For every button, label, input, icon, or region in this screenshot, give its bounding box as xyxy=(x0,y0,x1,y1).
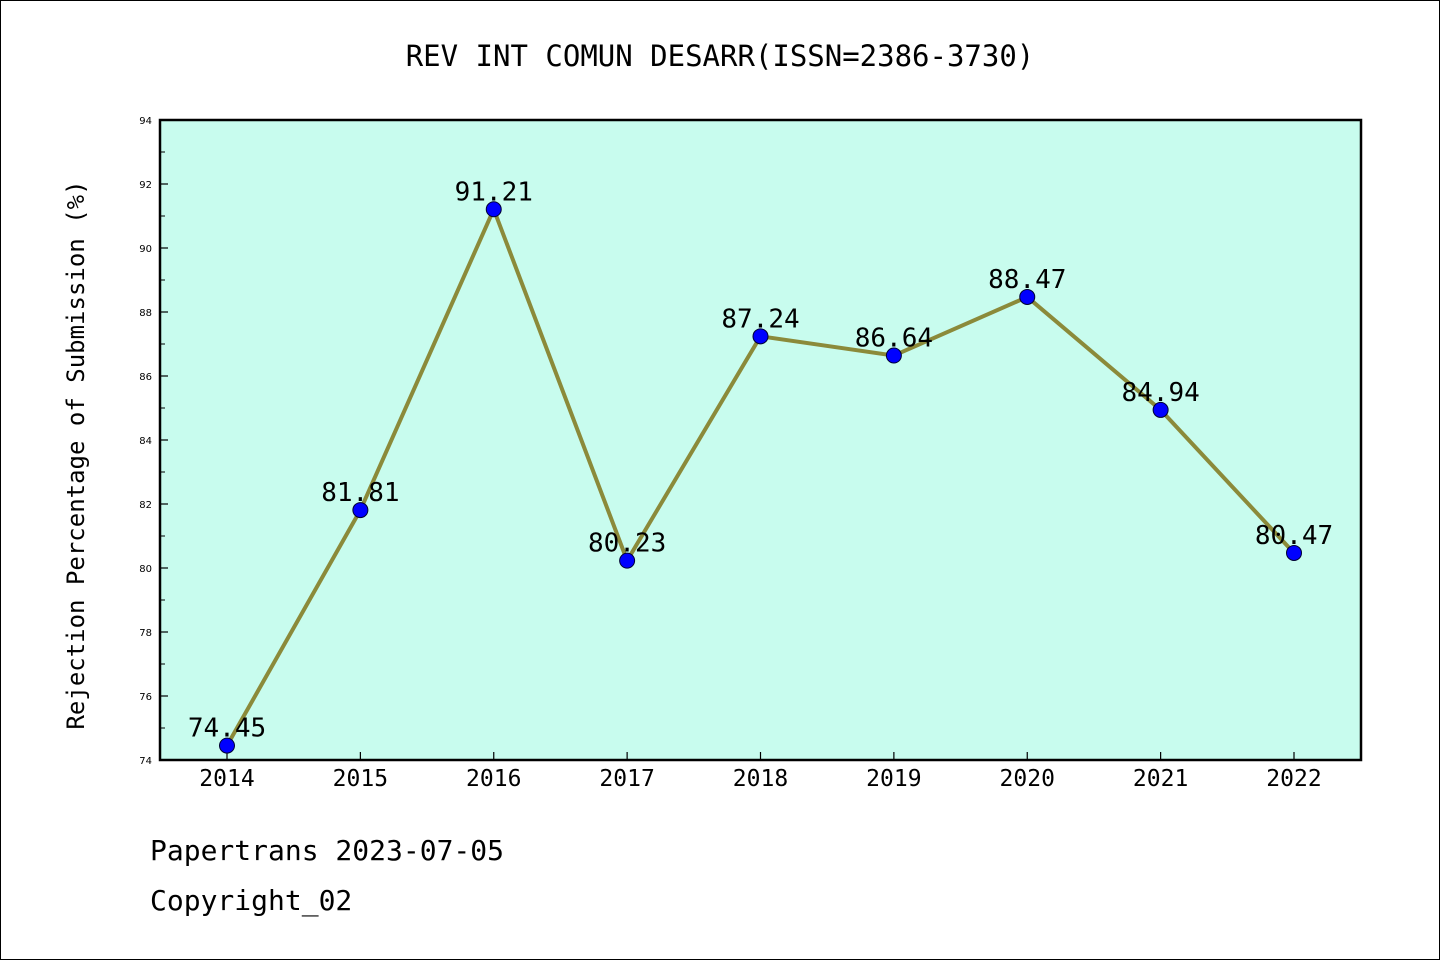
data-label: 74.45 xyxy=(188,714,266,744)
data-point xyxy=(1286,544,1302,561)
data-markers xyxy=(219,201,1302,754)
data-point xyxy=(219,737,235,754)
y-tick-label: 94 xyxy=(139,116,152,127)
x-tick-label: 2018 xyxy=(733,766,788,792)
data-label: 81.81 xyxy=(321,478,399,508)
y-tick-label: 78 xyxy=(139,628,152,639)
y-axis-label: Rejection Percentage of Submission (%) xyxy=(62,180,90,729)
footer-copyright: Copyright_02 xyxy=(150,884,353,917)
footer-date: Papertrans 2023-07-05 xyxy=(150,834,505,867)
chart-title: REV INT COMUN DESARR(ISSN=2386-3730) xyxy=(406,39,1035,73)
y-tick-label: 76 xyxy=(139,692,152,703)
data-label: 91.21 xyxy=(455,177,533,207)
x-tick-label: 2022 xyxy=(1266,766,1321,792)
y-tick-label: 74 xyxy=(139,756,152,767)
x-tick-label: 2016 xyxy=(466,766,521,792)
x-tick-label: 2014 xyxy=(199,766,254,792)
y-tick-label: 92 xyxy=(139,180,152,191)
data-label: 88.47 xyxy=(988,265,1066,295)
y-tick-label: 84 xyxy=(139,436,152,447)
x-tick-label: 2015 xyxy=(333,766,388,792)
x-tick-label: 2020 xyxy=(1000,766,1055,792)
data-label: 84.94 xyxy=(1121,378,1199,408)
x-axis-ticks: 2014 2015 2016 2017 2018 2019 2020 2021 2022 xyxy=(199,752,1322,792)
x-tick-label: 2019 xyxy=(866,766,921,792)
data-point xyxy=(752,328,769,345)
y-axis-ticks: 74 76 78 80 82 84 86 88 90 92 94 xyxy=(139,116,168,767)
y-tick-label: 88 xyxy=(139,308,152,319)
data-label: 86.64 xyxy=(855,324,933,354)
data-point xyxy=(1019,288,1036,305)
data-point xyxy=(485,201,502,218)
y-tick-label: 90 xyxy=(139,244,152,255)
plot-border xyxy=(158,118,1363,762)
data-point xyxy=(885,347,902,364)
data-point xyxy=(619,552,636,569)
data-label: 80.23 xyxy=(588,529,666,559)
data-point xyxy=(1152,401,1169,418)
x-tick-label: 2021 xyxy=(1133,766,1188,792)
y-tick-label: 86 xyxy=(139,372,152,383)
data-label: 80.47 xyxy=(1255,521,1333,551)
y-tick-label: 82 xyxy=(139,500,152,511)
x-tick-label: 2017 xyxy=(599,766,654,792)
data-labels: 74.45 81.81 91.21 80.23 87.24 86.64 88.47 84.94… xyxy=(188,177,1333,743)
y-tick-label: 80 xyxy=(139,564,152,575)
data-label: 87.24 xyxy=(721,304,799,334)
data-point xyxy=(352,502,369,519)
plot-area xyxy=(160,120,1361,760)
